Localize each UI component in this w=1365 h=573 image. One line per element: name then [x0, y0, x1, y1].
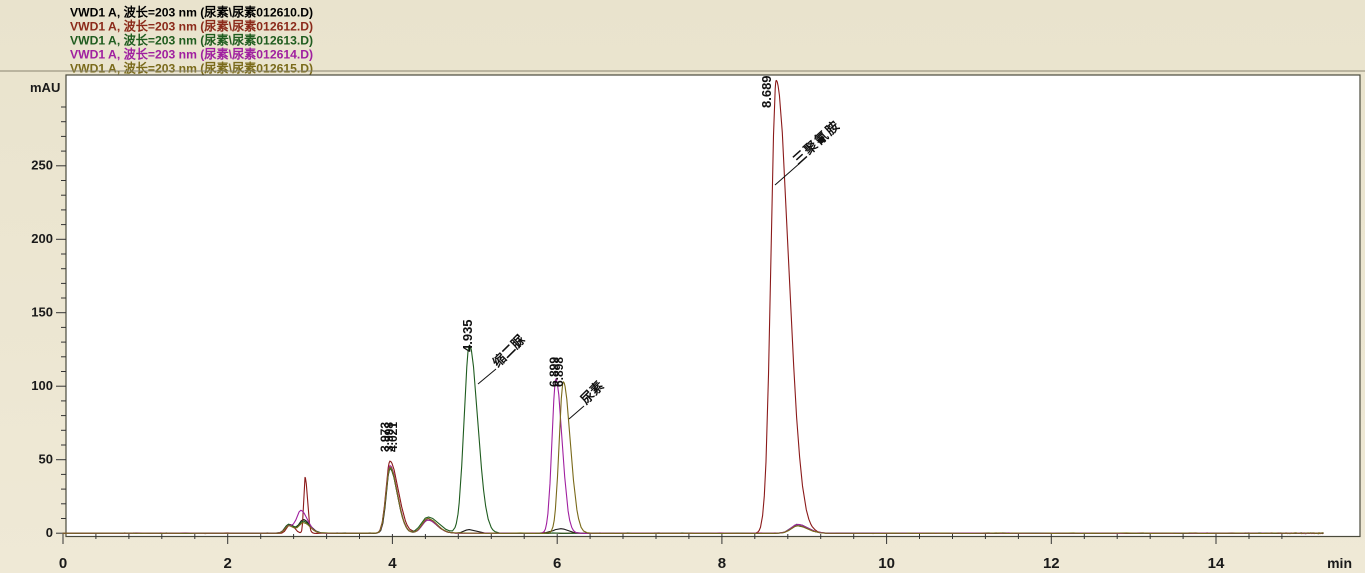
svg-text:150: 150	[31, 305, 53, 320]
svg-text:100: 100	[31, 378, 53, 393]
svg-text:4.021: 4.021	[386, 422, 400, 452]
svg-text:8: 8	[718, 555, 726, 572]
svg-text:10: 10	[878, 555, 895, 572]
svg-text:14: 14	[1208, 555, 1225, 572]
svg-text:6: 6	[553, 555, 561, 572]
svg-text:min: min	[1327, 555, 1352, 571]
svg-text:12: 12	[1043, 555, 1060, 572]
svg-text:0: 0	[59, 555, 67, 572]
svg-text:6.898: 6.898	[552, 357, 566, 387]
svg-text:2: 2	[224, 555, 232, 572]
svg-text:0: 0	[46, 525, 53, 540]
svg-text:4: 4	[388, 555, 397, 572]
svg-text:8.689: 8.689	[759, 75, 774, 108]
svg-text:200: 200	[31, 231, 53, 246]
svg-text:250: 250	[31, 158, 53, 173]
svg-text:mAU: mAU	[30, 80, 60, 95]
svg-text:50: 50	[39, 452, 53, 467]
svg-text:4.935: 4.935	[460, 319, 475, 352]
